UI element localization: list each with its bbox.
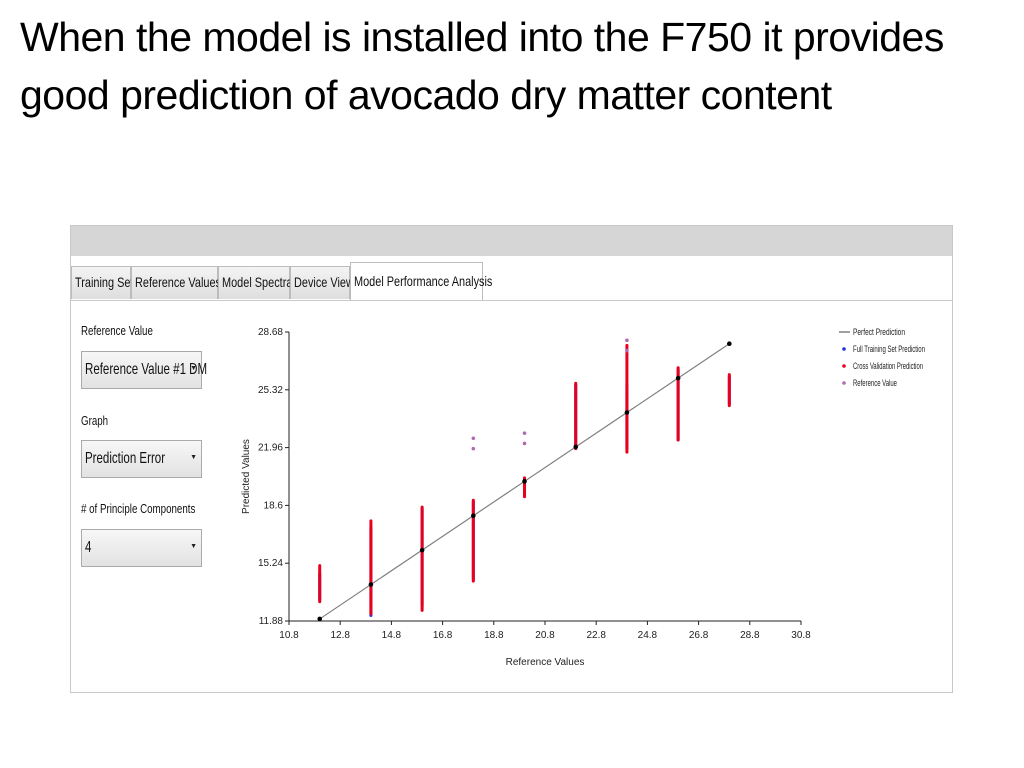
chevron-down-icon: ▼ [190, 543, 197, 550]
legend-entry: Perfect Prediction [853, 327, 905, 337]
outlier-point [625, 348, 629, 353]
x-tick-label: 16.8 [433, 630, 453, 641]
tab-reference-values[interactable]: Reference Values [131, 266, 221, 299]
components-dropdown[interactable]: 4 ▼ [81, 529, 202, 567]
legend-swatch [842, 381, 846, 385]
y-tick-label: 18.6 [264, 500, 284, 511]
reference-point [522, 479, 527, 484]
reference-value-dropdown[interactable]: Reference Value #1 DM ▼ [81, 351, 207, 389]
y-tick-label: 11.88 [259, 616, 284, 627]
outlier-point [625, 338, 629, 343]
components-selected: 4 [85, 539, 92, 556]
legend-entry: Full Training Set Prediction [853, 344, 925, 354]
x-tick-label: 12.8 [330, 630, 350, 641]
y-tick-label: 21.96 [258, 443, 283, 454]
y-axis-title: Predicted Values [241, 439, 252, 514]
tab-model-spectra[interactable]: Model Spectra [218, 266, 292, 299]
outlier-point [522, 431, 527, 435]
x-axis-title: Reference Values [506, 657, 585, 668]
x-tick-label: 24.8 [638, 630, 658, 641]
y-tick-label: 15.24 [258, 558, 283, 569]
prediction-chart: 10.8 12.8 14.8 16.8 18.8 20.8 22.8 24.8 26.8 28.8… [241, 327, 925, 668]
graph-label: Graph [81, 414, 109, 428]
x-tick-label: 14.8 [382, 630, 402, 641]
graph-dropdown[interactable]: Prediction Error ▼ [81, 440, 202, 478]
graph-selected: Prediction Error [85, 450, 166, 467]
x-tick-label: 26.8 [689, 630, 709, 641]
tab-model-performance-analysis[interactable]: Model Performance Analysis [350, 262, 492, 300]
x-tick-label: 30.8 [791, 630, 811, 641]
reference-point [419, 547, 425, 553]
tab-device-view[interactable]: Device View [290, 266, 354, 299]
window-titlebar [71, 226, 952, 256]
x-tick-label: 20.8 [535, 630, 555, 641]
app-window: Training Set Reference Values Model Spec… [70, 225, 953, 693]
reference-point [471, 513, 476, 519]
outlier-point [522, 441, 527, 446]
reference-point [573, 444, 579, 450]
slide-title: When the model is installed into the F75… [20, 14, 944, 118]
components-label: # of Principle Components [81, 502, 196, 516]
legend-swatch [842, 364, 846, 368]
outlier-point [471, 446, 476, 451]
reference-point [317, 616, 323, 622]
x-tick-label: 28.8 [740, 630, 760, 641]
y-tick-label: 28.68 [258, 327, 283, 338]
x-tick-label: 10.8 [279, 630, 299, 641]
reference-value-label: Reference Value [81, 324, 153, 338]
chevron-down-icon: ▼ [190, 365, 197, 372]
legend-entry: Cross Validation Prediction [853, 361, 923, 371]
chevron-down-icon: ▼ [190, 454, 197, 461]
reference-point [368, 582, 374, 587]
reference-point [727, 341, 732, 346]
legend-entry: Reference Value [853, 378, 897, 388]
x-tick-label: 18.8 [484, 630, 504, 641]
outlier-point [471, 436, 476, 441]
tab-strip: Training Set Reference Values Model Spec… [71, 262, 952, 301]
x-tick-label: 22.8 [586, 630, 606, 641]
reference-point [675, 375, 681, 381]
y-tick-label: 25.32 [258, 385, 283, 396]
tab-training-set[interactable]: Training Set [71, 266, 133, 299]
reference-value-selected: Reference Value #1 DM [85, 361, 208, 378]
legend-swatch [842, 347, 846, 351]
reference-point [624, 410, 630, 415]
